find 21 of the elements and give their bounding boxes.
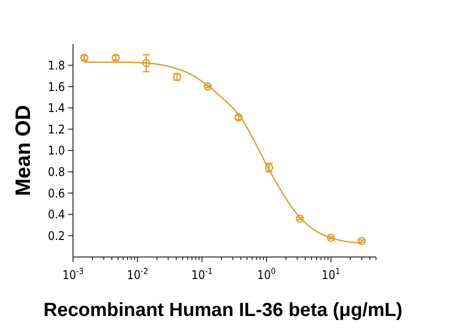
- y-tick-label: 1.6: [48, 80, 66, 94]
- y-tick-label: 0.4: [48, 208, 66, 222]
- y-tick-label: 0.6: [48, 186, 66, 200]
- x-axis-title: Recombinant Human IL-36 beta (μg/mL): [44, 300, 402, 321]
- y-tick-label: 1.8: [48, 58, 66, 72]
- point: [326, 234, 336, 242]
- y-tick-label: 0.8: [48, 165, 66, 179]
- x-tick-label: 10$^{0}$: [257, 266, 276, 282]
- point: [204, 82, 212, 91]
- x-tick-label: 10$^{1}$: [322, 266, 340, 282]
- point: [358, 236, 366, 246]
- y-tick-label: 1.2: [48, 122, 65, 136]
- x-tick-label: 10$^{-2}$: [126, 266, 148, 282]
- x-tick-label: 10$^{-1}$: [191, 266, 213, 282]
- y-tick-label: 0.2: [48, 228, 65, 243]
- y-axis-title: Mean OD: [12, 104, 35, 196]
- y-tick-label: 1.4: [48, 101, 66, 116]
- point: [296, 214, 304, 223]
- x-tick-label: 10$^{-3}$: [62, 266, 84, 282]
- y-tick-label: 1.0: [48, 144, 66, 158]
- point: [142, 59, 150, 68]
